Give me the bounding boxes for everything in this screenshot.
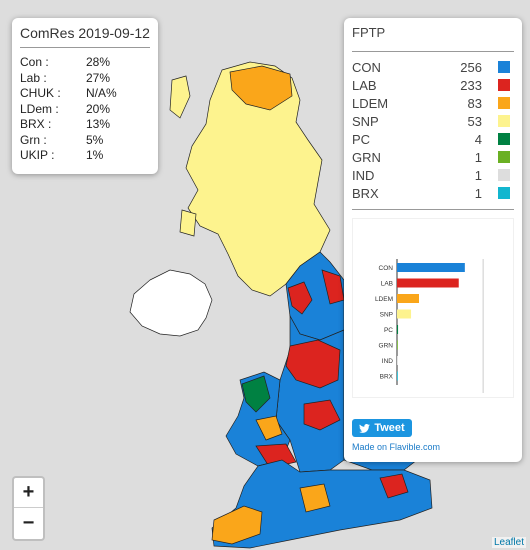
seat-chart-svg: 325CONLABLDEMSNPPCGRNINDBRX [375,259,490,409]
fptp-panel: FPTP CON 256 LAB 233 LDEM 83 SNP 53 PC 4 GRN 1 IND 1 B… [344,18,522,462]
bar [397,371,398,381]
bar [397,325,399,334]
fptp-party: LDEM [352,95,389,111]
party-color-swatch [498,169,510,181]
scottish-isles[interactable] [169,75,191,119]
fptp-row: LAB 233 [352,76,514,94]
south-wales-lab[interactable] [255,443,297,469]
leaflet-attribution[interactable]: Leaflet [491,537,526,548]
party-color-swatch [498,61,510,73]
fptp-party: GRN [352,149,381,165]
zoom-control: + − [12,476,45,541]
fptp-title: FPTP [352,25,514,52]
fptp-row: BRX 1 [352,184,514,202]
poll-panel: ComRes 2019-09-12 Con :28% Lab :27% CHUK :… [12,18,158,174]
poll-party: BRX : [20,117,52,131]
bar-label: BRX [380,374,394,381]
fptp-row: CON 256 [352,58,514,76]
party-color-swatch [498,133,510,145]
zoom-in-button[interactable]: + [14,478,43,508]
poll-party: Lab : [20,70,47,85]
fptp-seats: 4 [474,131,482,147]
poll-value: 1% [86,148,104,162]
made-on-link[interactable]: Made on Flavible.com [352,442,441,452]
bar [397,309,412,319]
scottish-isles-south[interactable] [179,209,197,237]
fptp-seats: 256 [460,59,482,75]
poll-row: LDem : 20% [20,102,150,118]
london-lab[interactable] [379,473,409,499]
midlands-lab[interactable] [303,399,341,431]
poll-row: UKIP : 1% [20,148,150,164]
south-ldem[interactable] [299,483,331,513]
fptp-seats: 83 [467,95,482,111]
highland-ldem[interactable] [229,65,293,111]
tweet-button[interactable]: Tweet [352,419,412,437]
wales-ldem[interactable] [255,415,283,441]
fptp-divider [352,209,514,210]
poll-value: 20% [86,101,111,116]
fptp-party: BRX [352,185,379,201]
poll-party: Grn : [20,132,47,147]
poll-value: 5% [86,132,104,147]
poll-row: BRX : 13% [20,117,150,133]
north-west-lab[interactable] [285,339,341,389]
poll-row: Con : 28% [20,55,150,71]
tweet-label: Tweet [374,422,405,434]
fptp-row: LDEM 83 [352,94,514,112]
poll-rows: Con :28% Lab :27% CHUK : N/A% LDem :20% BRX :… [20,55,150,164]
poll-party: LDem : [20,101,59,116]
fptp-seats: 53 [467,113,482,129]
poll-value: 28% [86,55,111,69]
fptp-row: SNP 53 [352,112,514,130]
party-color-swatch [498,187,510,199]
zoom-out-button[interactable]: − [22,511,35,534]
fptp-row: PC 4 [352,130,514,148]
fptp-seats: 1 [474,167,482,183]
bar-label: IND [382,358,394,365]
wales-pc[interactable] [241,375,271,413]
bar [397,263,465,272]
poll-row: Grn : 5% [20,133,150,149]
bar-label: GRN [379,343,394,350]
poll-party: Con : [20,55,49,69]
north-england-lab[interactable] [287,281,313,315]
poll-value: 13% [86,117,111,131]
party-color-swatch [498,115,510,127]
northern-ireland[interactable] [129,269,213,337]
poll-party: UKIP : [20,148,55,162]
bar [397,356,398,365]
bar-label: LAB [381,281,393,288]
bar [397,340,398,350]
fptp-seats: 1 [474,149,482,165]
poll-row: CHUK : N/A% [20,86,150,102]
fptp-party: PC [352,131,371,147]
fptp-party: SNP [352,113,379,129]
fptp-row: GRN 1 [352,148,514,166]
fptp-row: IND 1 [352,166,514,184]
bar [397,278,459,288]
poll-row: Lab : 27% [20,71,150,87]
party-color-swatch [498,79,510,91]
fptp-party: IND [352,167,375,183]
fptp-seats: 233 [460,77,482,93]
poll-value: N/A% [86,86,117,100]
south-west-ldem[interactable] [211,505,263,545]
twitter-bird-icon [359,423,371,433]
bar-label: CON [379,265,394,272]
bar [397,294,419,303]
bar-label: LDEM [375,296,393,303]
poll-party: CHUK : [20,86,61,100]
fptp-rows: CON 256 LAB 233 LDEM 83 SNP 53 PC 4 GRN 1 IND 1 BRX 1 [352,58,514,202]
seat-chart: 325CONLABLDEMSNPPCGRNINDBRX [352,218,514,409]
party-color-swatch [498,151,510,163]
bar-label: PC [384,327,393,334]
fptp-seats: 1 [474,185,482,201]
bar-label: SNP [380,312,393,319]
party-color-swatch [498,97,510,109]
fptp-party: CON [352,59,381,75]
poll-title: ComRes 2019-09-12 [20,25,150,48]
fptp-party: LAB [352,77,377,93]
poll-value: 27% [86,70,111,85]
